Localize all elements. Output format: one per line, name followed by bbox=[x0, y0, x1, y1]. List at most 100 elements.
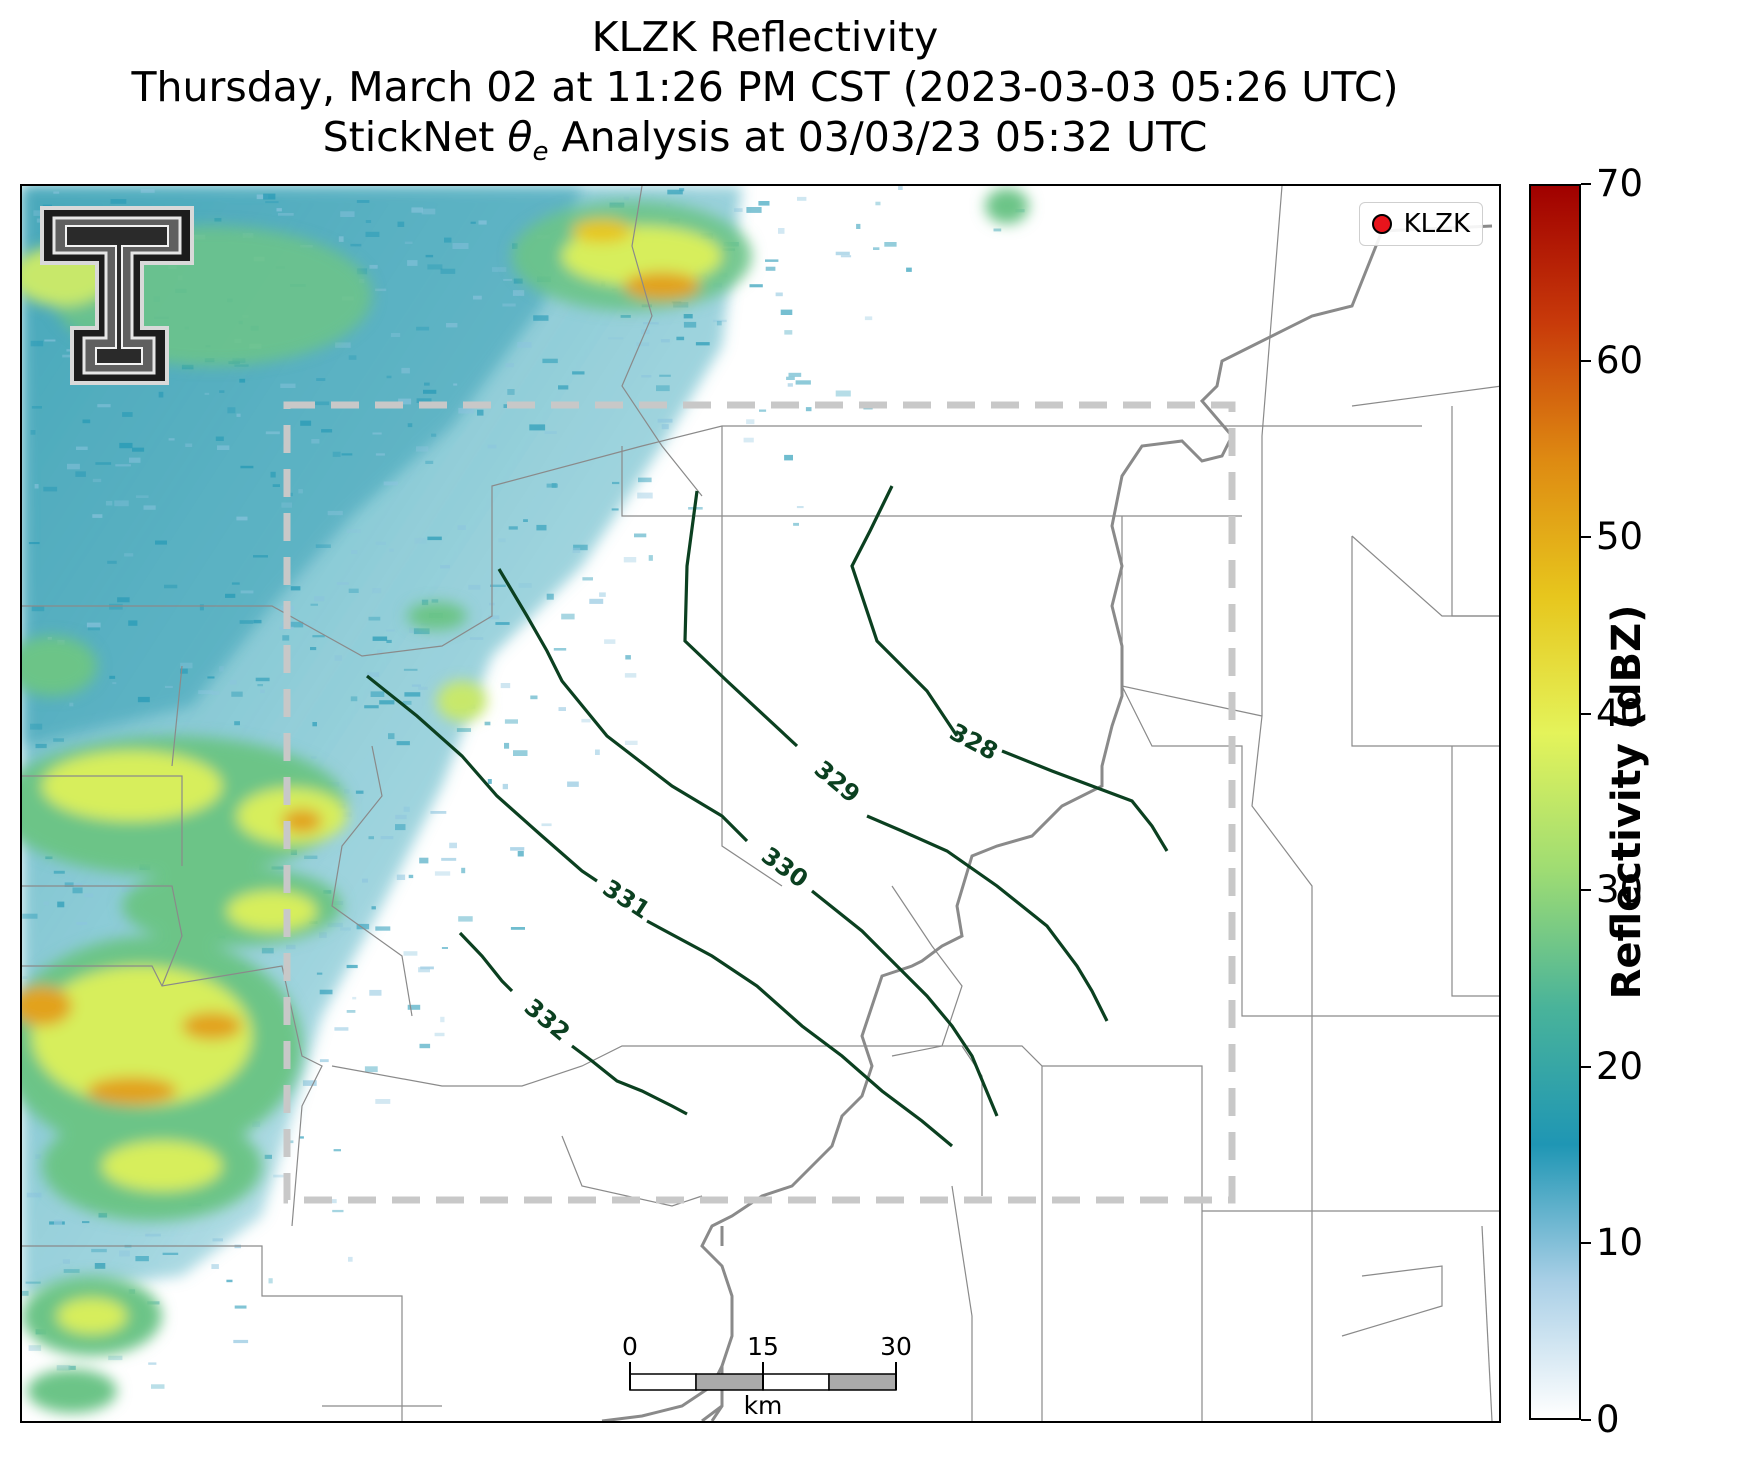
radar-gate bbox=[558, 707, 566, 711]
radar-gate bbox=[423, 389, 437, 394]
radar-gate bbox=[83, 893, 94, 898]
radar-gate bbox=[418, 967, 430, 973]
radar-gate bbox=[212, 691, 220, 695]
radar-gate bbox=[419, 857, 429, 864]
radar-gate bbox=[440, 1016, 445, 1023]
radar-gate bbox=[97, 404, 111, 408]
scale-tick-0: 0 bbox=[622, 1332, 638, 1361]
radar-gate bbox=[137, 696, 150, 703]
theta-e-contours bbox=[366, 485, 1169, 1148]
radar-gate bbox=[743, 437, 754, 443]
contour-328 bbox=[850, 485, 1169, 852]
radar-gate bbox=[765, 266, 776, 271]
radar-gate bbox=[536, 524, 547, 531]
radar-gate bbox=[414, 537, 427, 544]
radar-gate bbox=[734, 208, 743, 212]
radar-gate bbox=[758, 201, 770, 206]
radar-gate bbox=[95, 462, 112, 465]
radar-gate bbox=[416, 398, 432, 403]
radar-gate bbox=[518, 583, 532, 588]
radar-gate bbox=[35, 743, 47, 749]
radar-gate bbox=[319, 932, 327, 938]
radar-gate bbox=[145, 1233, 161, 1237]
radar-gate bbox=[402, 700, 412, 705]
radar-gate bbox=[211, 1264, 219, 1269]
radar-gate bbox=[22, 976, 28, 979]
radar-gate bbox=[180, 668, 188, 674]
radar-gate bbox=[431, 599, 439, 603]
radar-gate bbox=[368, 616, 381, 621]
radar-gate bbox=[341, 453, 353, 456]
radar-gate bbox=[277, 213, 294, 216]
radar-gate bbox=[864, 316, 873, 321]
radar-gate bbox=[458, 916, 473, 922]
colorbar-tick-mark bbox=[1581, 1419, 1591, 1421]
radar-gate bbox=[469, 637, 484, 640]
radar-gate bbox=[401, 367, 410, 374]
radar-gate bbox=[546, 593, 554, 600]
radar-gate bbox=[162, 1252, 179, 1255]
radar-gate bbox=[488, 615, 500, 620]
radar-gate bbox=[312, 635, 325, 638]
radar-gate bbox=[661, 424, 669, 430]
radar-gate bbox=[411, 684, 421, 687]
radar-gate bbox=[256, 194, 269, 200]
radar-gate bbox=[788, 372, 802, 377]
radar-gate bbox=[180, 662, 193, 669]
colorbar-tick-label: 60 bbox=[1596, 338, 1644, 382]
radar-gate bbox=[490, 584, 506, 587]
radar-gate bbox=[530, 695, 538, 700]
radar-gate bbox=[395, 814, 407, 820]
radar-gate bbox=[298, 489, 303, 494]
radar-gate bbox=[595, 749, 600, 755]
radar-gate bbox=[300, 420, 312, 426]
contour-329 bbox=[683, 490, 1109, 1022]
radar-gate bbox=[311, 439, 320, 444]
radar-gate bbox=[425, 460, 434, 464]
radar-gate bbox=[107, 560, 117, 564]
radar-map[interactable]: 328 329 330 331 332 0 15 30 km KLZK bbox=[20, 184, 1501, 1423]
radar-gate bbox=[623, 196, 630, 201]
radar-gate bbox=[158, 391, 164, 398]
colorbar-tick-mark bbox=[1581, 712, 1591, 715]
radar-gate bbox=[884, 242, 897, 247]
radar-gate bbox=[683, 321, 697, 328]
radar-gate bbox=[449, 842, 457, 849]
radar-gate bbox=[407, 1004, 421, 1010]
scale-tick-30: 30 bbox=[880, 1332, 912, 1361]
radar-gate bbox=[30, 430, 36, 435]
radar-gate bbox=[282, 635, 290, 641]
radar-gate bbox=[91, 1248, 107, 1253]
radar-gate bbox=[338, 236, 344, 242]
radar-gate bbox=[805, 407, 812, 412]
radar-gate bbox=[875, 201, 881, 206]
radar-gate bbox=[395, 824, 406, 831]
radar-gate bbox=[390, 333, 401, 337]
radar-gate bbox=[33, 210, 42, 216]
radar-gate bbox=[544, 431, 557, 434]
radar-gate bbox=[676, 336, 685, 341]
radar-gate bbox=[369, 264, 378, 269]
radar-gate bbox=[344, 789, 350, 794]
radar-gate bbox=[561, 613, 575, 620]
radar-gate bbox=[797, 196, 807, 201]
radar-gate bbox=[408, 874, 414, 879]
radar-gate bbox=[372, 588, 382, 594]
scale-unit-label: km bbox=[743, 1391, 783, 1420]
radar-gate bbox=[636, 342, 650, 347]
radar-gate bbox=[135, 1256, 149, 1262]
radar-gate bbox=[204, 392, 210, 395]
radar-gate bbox=[441, 947, 448, 949]
radar-gate bbox=[215, 436, 224, 441]
radar-gate bbox=[388, 733, 395, 740]
scale-tick-15: 15 bbox=[747, 1332, 779, 1361]
radar-gate bbox=[122, 412, 133, 417]
radar-gate bbox=[348, 1256, 353, 1262]
contour-332 bbox=[458, 931, 688, 1116]
radar-gate bbox=[53, 738, 64, 742]
radar-gate bbox=[749, 284, 763, 288]
radar-gate bbox=[260, 689, 265, 694]
radar-gate bbox=[386, 629, 395, 632]
radar-gate bbox=[108, 1355, 123, 1361]
radar-gate bbox=[199, 604, 204, 611]
